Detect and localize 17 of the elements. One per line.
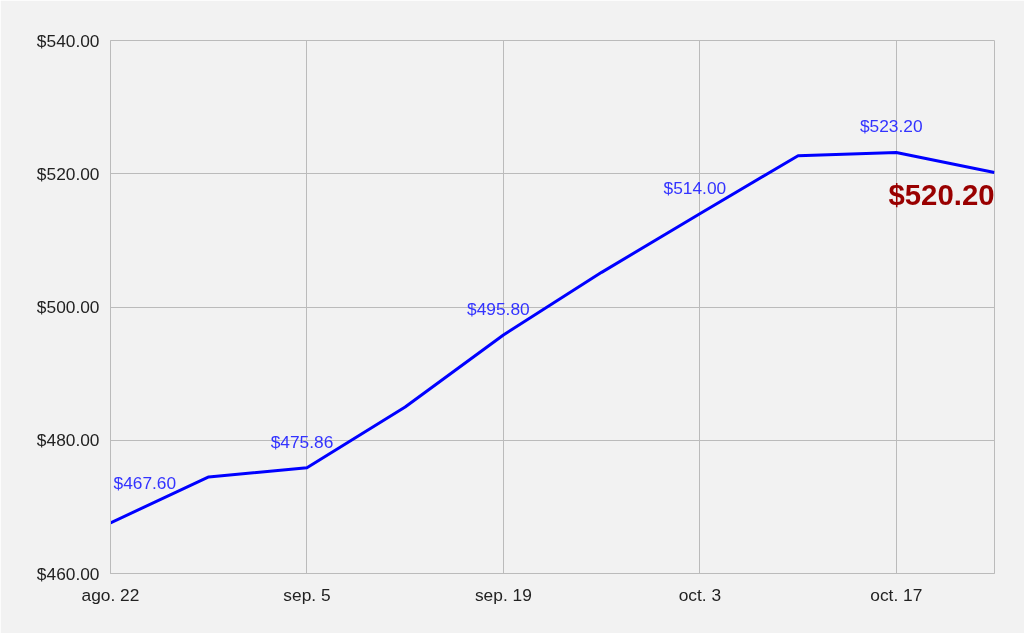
y-tick-label: $520.00 (36, 163, 100, 184)
data-label: $514.00 (663, 177, 727, 198)
y-tick-label: $480.00 (36, 430, 100, 451)
line-series (110, 150, 995, 525)
x-tick-label: oct. 17 (870, 584, 923, 605)
x-tick-label: sep. 19 (474, 584, 532, 605)
data-label: $495.80 (467, 298, 530, 319)
x-tick-label: oct. 3 (678, 584, 722, 605)
data-label: $475.86 (270, 431, 334, 452)
data-label: $520.20 (888, 178, 995, 212)
y-tick-label: $500.00 (36, 297, 100, 317)
x-tick-label: ago. 22 (81, 584, 140, 605)
y-tick-label: $540.00 (36, 30, 100, 51)
data-label: $523.20 (859, 116, 923, 137)
y-tick-label: $460.00 (36, 563, 100, 584)
x-tick-label: sep. 5 (283, 584, 331, 605)
data-label: $467.60 (113, 472, 177, 493)
